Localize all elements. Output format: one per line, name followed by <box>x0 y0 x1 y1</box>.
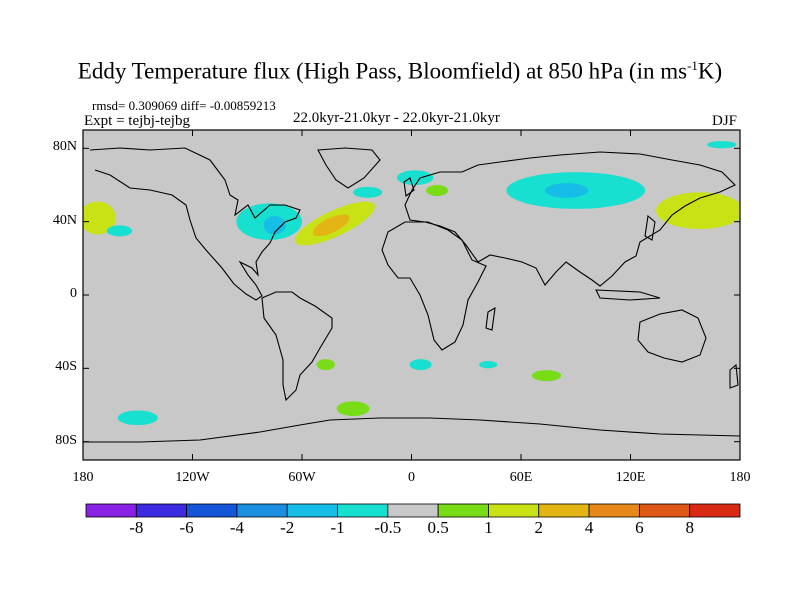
lon-tick-label: 60W <box>288 470 316 485</box>
coastline-layer <box>83 147 740 443</box>
axis-ticks <box>82 130 741 460</box>
lat-tick-label: 80N <box>52 139 77 155</box>
anomaly-pacific-nw-neg <box>106 225 133 237</box>
season-label: DJF <box>712 113 738 129</box>
colorbar-swatch <box>186 503 238 518</box>
anomaly-n-atlantic-2to4 <box>312 214 350 237</box>
lat-tick-label: 40N <box>52 212 77 228</box>
colorbar-swatch <box>638 503 691 518</box>
lon-tick-label: 180 <box>72 470 94 485</box>
colorbar-label: -1 <box>330 518 345 537</box>
anomaly-scandinavia-neg <box>396 170 434 186</box>
experiment-label: Expt = tejbj-tejbg <box>84 113 190 129</box>
colorbar-swatch <box>488 503 540 518</box>
anomaly-s-america-pos <box>316 359 335 371</box>
colorbar-swatch <box>135 503 188 518</box>
lon-tick-label: 180 <box>729 470 751 485</box>
madagascar-coast <box>485 306 496 331</box>
anomaly-s-atlantic-pos <box>336 401 370 416</box>
colorbar-label: -4 <box>229 518 245 537</box>
lon-tick-label: 120W <box>175 470 210 485</box>
colorbar-label: 0.5 <box>427 518 449 537</box>
new-zealand-coast <box>729 363 739 389</box>
anomaly-arctic-neg <box>707 141 737 149</box>
anomaly-europe-pos <box>426 185 448 196</box>
antarctica-coast <box>83 417 740 443</box>
lon-tick-label: 0 <box>408 470 415 485</box>
lon-tick-label: 120E <box>615 470 646 485</box>
anomaly-n-pacific-east-pos <box>83 201 116 235</box>
japan-coast <box>644 214 656 241</box>
colorbar-swatch <box>286 503 338 518</box>
lat-tick-label: 80S <box>55 432 77 448</box>
colorbar-swatch <box>337 503 389 518</box>
colorbar-label: -8 <box>129 518 144 537</box>
colorbar-label: 1 <box>484 518 493 537</box>
anomaly-layer <box>83 141 740 426</box>
lat-tick-label: 40S <box>55 359 77 375</box>
colorbar-swatch <box>689 503 741 518</box>
anomaly-s-pacific-neg <box>117 410 158 426</box>
south-america-coast <box>261 291 333 402</box>
colorbar-label: 6 <box>635 518 644 537</box>
colorbar-label: 2 <box>534 518 544 537</box>
colorbar-swatch <box>85 503 137 518</box>
indonesia-coast <box>595 289 661 301</box>
rmsd-diff-text: rmsd= 0.309069 diff= -0.00859213 <box>92 98 276 113</box>
eurasia-coast <box>404 151 736 287</box>
colorbar-swatch <box>538 503 590 518</box>
greenland-coast <box>317 147 381 189</box>
anomaly-greenland-neg <box>353 186 383 198</box>
north-america-coast <box>89 147 301 301</box>
anomaly-s-indian-pos <box>531 370 562 382</box>
colorbar-label: 4 <box>584 518 594 537</box>
colorbar-label: -2 <box>280 518 295 537</box>
colorbar-swatch <box>387 503 439 518</box>
colorbar-label: 8 <box>685 518 694 537</box>
colorbar-swatch <box>437 503 489 518</box>
anomaly-n-pacific-west-pos <box>656 192 740 229</box>
africa-coast <box>381 221 487 351</box>
plot-title: Eddy Temperature flux (High Pass, Bloomf… <box>77 58 723 84</box>
colorbar-label: -0.5 <box>374 518 402 537</box>
colorbar-swatch <box>236 503 288 518</box>
anomaly-n-america-east-neg-core <box>263 216 286 235</box>
anomaly-s-atlantic-2-neg <box>409 359 432 371</box>
anomaly-siberia-neg-core <box>544 183 589 198</box>
australia-coast <box>637 309 707 363</box>
lat-tick-label: 0 <box>70 286 77 301</box>
period-label: 22.0kyr-21.0kyr - 22.0kyr-21.0kyr <box>293 110 500 126</box>
colorbar-swatch <box>588 503 640 518</box>
anomaly-s-indian-neg <box>479 361 498 369</box>
colorbar-label: -6 <box>179 518 194 537</box>
lon-tick-label: 60E <box>509 470 533 485</box>
uk-coast <box>403 177 415 197</box>
colorbar <box>85 503 741 518</box>
